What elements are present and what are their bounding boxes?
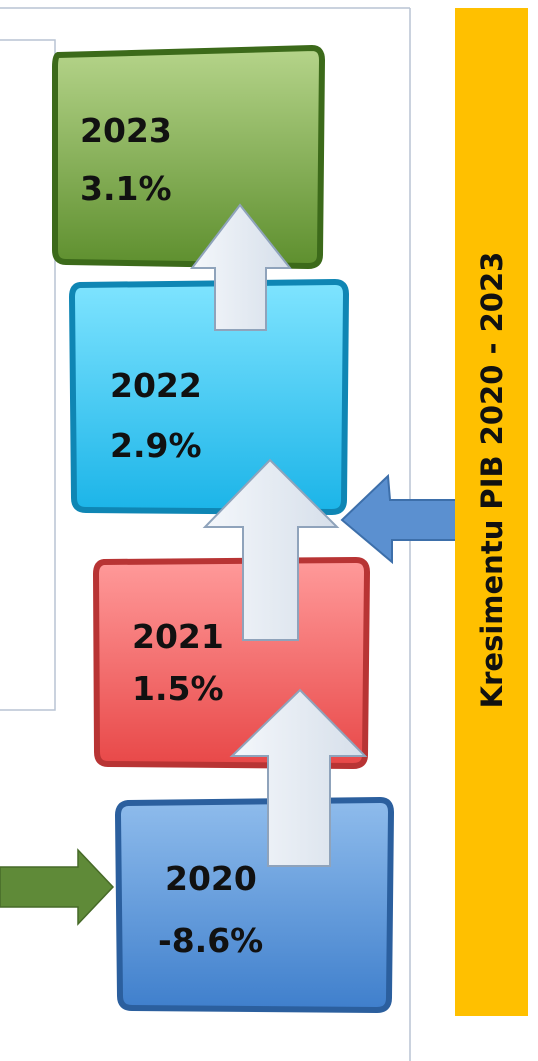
box-2023 <box>52 44 326 270</box>
box-2020 <box>114 796 395 1014</box>
value: 1.5% <box>132 669 224 708</box>
box-2022 <box>68 278 350 516</box>
up-arrow <box>202 458 340 641</box>
value: -8.6% <box>158 921 263 960</box>
value: 3.1% <box>80 169 172 208</box>
up-arrow <box>189 203 293 331</box>
up-arrow <box>229 688 368 867</box>
green-arrow <box>0 848 115 926</box>
title: Kresimentu PIB 2020 - 2023 <box>475 252 509 709</box>
blue-arrow <box>340 473 469 565</box>
title-bar <box>455 8 528 1016</box>
year: 2021 <box>132 617 224 656</box>
value: 2.9% <box>110 426 202 465</box>
year: 2020 <box>165 859 257 898</box>
year: 2023 <box>80 111 172 150</box>
year: 2022 <box>110 366 202 405</box>
